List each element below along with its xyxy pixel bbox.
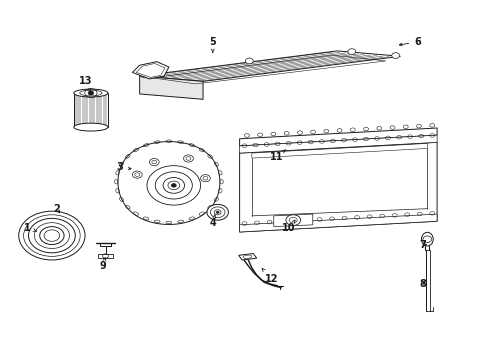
Ellipse shape [74, 89, 108, 97]
Polygon shape [239, 128, 436, 146]
Text: 4: 4 [209, 215, 216, 228]
Text: 5: 5 [209, 37, 216, 53]
Circle shape [391, 53, 399, 58]
Circle shape [152, 160, 157, 164]
Text: 12: 12 [262, 269, 278, 284]
Polygon shape [238, 253, 256, 260]
Text: 2: 2 [53, 204, 60, 214]
Polygon shape [118, 141, 220, 224]
Text: 7: 7 [418, 239, 426, 249]
Text: 3: 3 [117, 162, 131, 172]
Circle shape [163, 177, 184, 193]
Circle shape [88, 91, 93, 95]
Polygon shape [140, 76, 203, 99]
Circle shape [185, 157, 190, 160]
Text: 11: 11 [269, 150, 285, 162]
Circle shape [147, 166, 200, 205]
Circle shape [214, 210, 221, 215]
Bar [74, 93, 108, 127]
Circle shape [40, 226, 64, 244]
Text: 6: 6 [399, 37, 420, 47]
Circle shape [216, 211, 219, 213]
Text: 13: 13 [79, 76, 93, 92]
Circle shape [347, 49, 355, 54]
Circle shape [245, 58, 253, 64]
Ellipse shape [421, 232, 432, 246]
Polygon shape [273, 214, 312, 226]
Polygon shape [132, 62, 168, 79]
Circle shape [141, 72, 148, 78]
Circle shape [285, 215, 300, 226]
Text: 9: 9 [100, 258, 106, 271]
Polygon shape [239, 142, 436, 232]
Text: 10: 10 [281, 220, 295, 233]
Polygon shape [239, 135, 436, 153]
Ellipse shape [74, 123, 108, 131]
Text: 8: 8 [418, 279, 425, 289]
Polygon shape [140, 51, 400, 81]
Circle shape [135, 173, 140, 176]
Bar [98, 254, 113, 258]
Circle shape [171, 184, 176, 187]
Text: 1: 1 [24, 224, 37, 233]
Polygon shape [239, 214, 436, 232]
Circle shape [203, 176, 207, 180]
Circle shape [206, 204, 228, 220]
